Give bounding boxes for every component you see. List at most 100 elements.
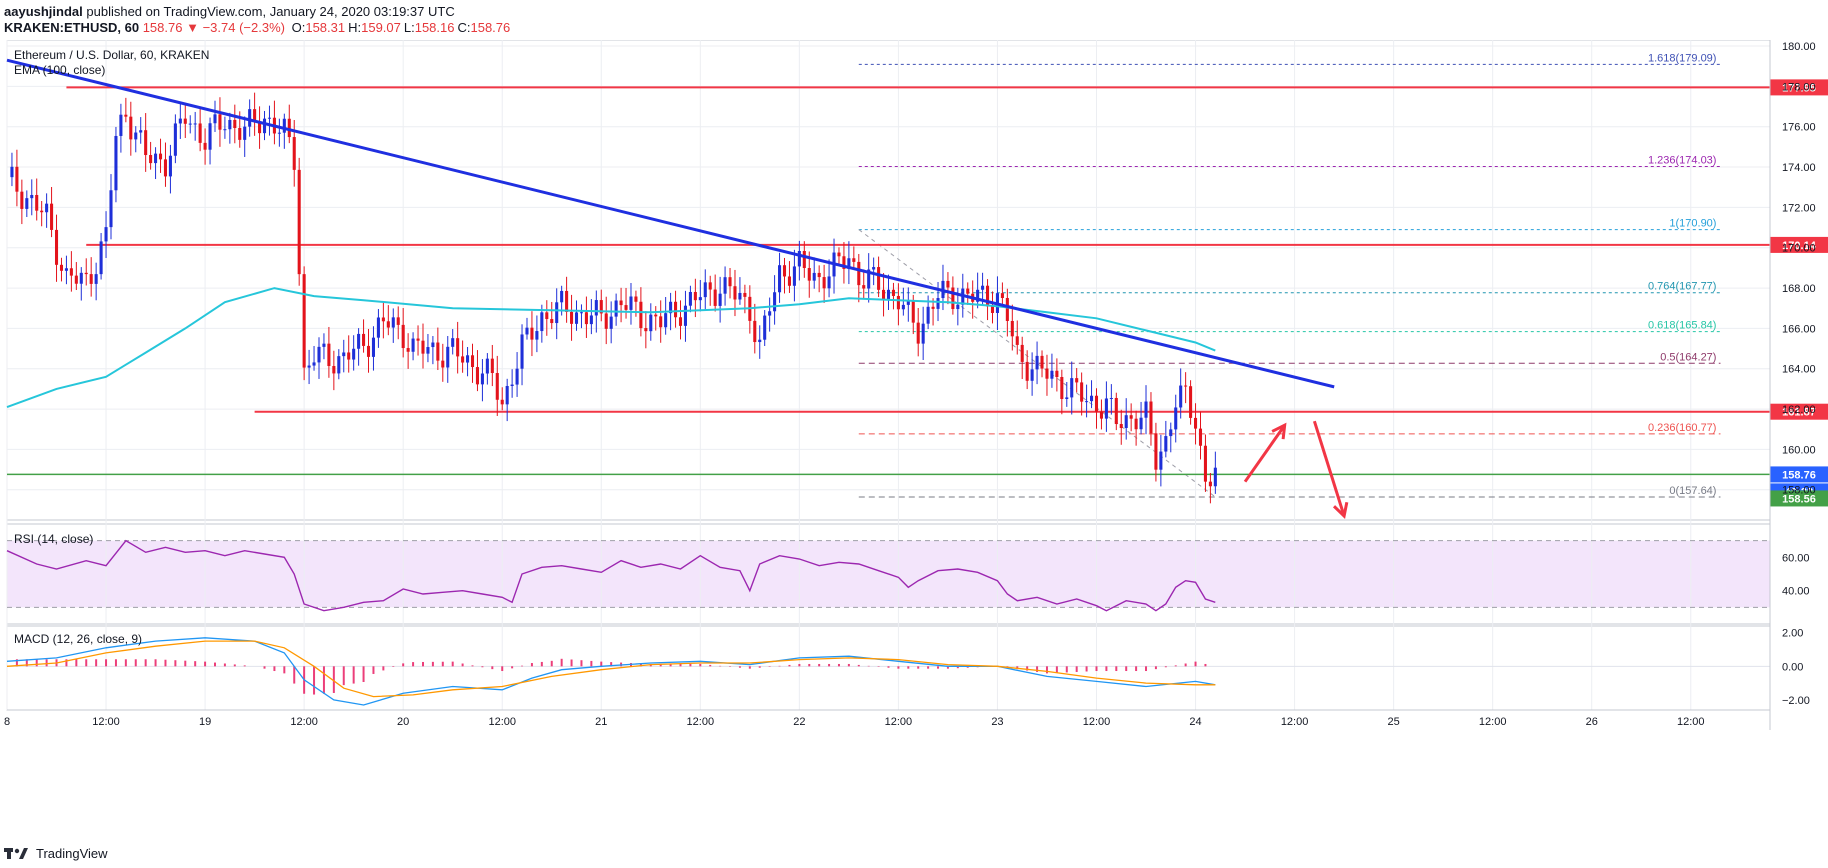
candle-body <box>505 385 509 405</box>
candle-body <box>891 289 895 296</box>
candle-body <box>208 123 212 150</box>
candle-body <box>1164 436 1168 452</box>
candle-body <box>916 322 920 344</box>
candle-body <box>896 295 900 310</box>
macd-signal-line <box>6 640 1216 698</box>
candle-body <box>550 319 554 324</box>
candle-body <box>847 258 851 269</box>
candle-body <box>1025 361 1029 381</box>
candle-body <box>30 194 34 199</box>
candle-body <box>723 277 727 294</box>
candle-body <box>84 272 88 275</box>
candle-body <box>1124 415 1128 428</box>
candle-body <box>639 301 643 329</box>
candle-body <box>104 227 108 242</box>
candle-body <box>698 297 702 301</box>
y-tick-label: 158.00 <box>1782 485 1816 497</box>
x-tick-label: 12:00 <box>92 716 120 728</box>
candle-body <box>817 272 821 278</box>
candle-body <box>342 352 346 357</box>
candle-body <box>763 315 767 340</box>
candle-body <box>792 266 796 286</box>
candle-body <box>990 306 995 313</box>
candle-body <box>946 280 950 288</box>
x-tick-label: 24 <box>1189 716 1201 728</box>
candle-body <box>1208 481 1212 487</box>
candle-body <box>149 155 153 164</box>
ema-100-line <box>6 287 1216 409</box>
candle-body <box>154 153 158 164</box>
candle-body <box>401 324 405 349</box>
candle-body <box>470 355 475 368</box>
candle-body <box>852 258 856 262</box>
x-tick-label: 21 <box>595 716 607 728</box>
candle-body <box>168 155 172 177</box>
candle-body <box>25 198 29 209</box>
current-price-label: 158.76 <box>1782 469 1816 481</box>
candle-body <box>228 119 232 130</box>
candle-body <box>114 135 118 191</box>
candle-body <box>54 229 59 265</box>
candle-body <box>332 366 336 374</box>
candle-body <box>594 300 598 316</box>
chart-title: Ethereum / U.S. Dollar, 60, KRAKEN <box>14 48 209 62</box>
candle-body <box>981 285 985 290</box>
candle-body <box>822 277 826 289</box>
candle-body <box>1179 385 1183 408</box>
candle-body <box>565 290 569 312</box>
candle-body <box>277 132 281 134</box>
candle-body <box>1203 445 1207 482</box>
candle-body <box>223 129 227 131</box>
candle-body <box>659 316 663 328</box>
candle-body <box>64 268 68 271</box>
fib-level-label: 1.236(174.03) <box>1648 154 1717 166</box>
candle-body <box>619 300 623 306</box>
ema-label: EMA (100, close) <box>14 63 105 77</box>
ohlc-value: 158.16 <box>414 20 455 35</box>
x-tick-label: 12:00 <box>885 716 913 728</box>
tradingview-footer[interactable]: TradingView <box>4 842 108 864</box>
candle-body <box>872 267 876 270</box>
ohlc-key: O: <box>291 20 306 35</box>
candle-body <box>1090 395 1094 402</box>
published-text: published on TradingView.com, January 24… <box>86 4 455 19</box>
candle-body <box>188 123 192 125</box>
candle-body <box>1040 355 1044 369</box>
ohlc-key: H: <box>348 20 362 35</box>
candle-body <box>1065 397 1069 399</box>
publish-line: aayushjindal published on TradingView.co… <box>4 4 455 19</box>
y-tick-label: 166.00 <box>1782 323 1816 335</box>
candle-body <box>79 272 83 284</box>
x-tick-label: 12:00 <box>687 716 715 728</box>
author-name[interactable]: aayushjindal <box>4 4 83 19</box>
candle-body <box>708 282 712 290</box>
candle-body <box>713 289 717 306</box>
brand-name: TradingView <box>36 845 108 861</box>
candle-body <box>1129 415 1133 419</box>
candle-body <box>243 126 247 140</box>
candle-body <box>99 241 103 275</box>
candle-body <box>797 251 801 267</box>
candle-body <box>882 289 886 300</box>
candle-body <box>921 323 925 344</box>
candle-body <box>337 356 341 374</box>
candle-body <box>1109 397 1113 399</box>
candle-body <box>649 314 653 332</box>
candle-body <box>198 123 202 143</box>
candle-body <box>381 317 385 322</box>
candle-body <box>1070 378 1074 398</box>
candle-body <box>1030 369 1034 381</box>
x-tick-label: 12:00 <box>488 716 516 728</box>
macd-label: MACD (12, 26, close, 9) <box>14 632 142 646</box>
candle-body <box>69 268 73 276</box>
chart-area[interactable]: 1.618(179.09) 1.236(174.03) 1(170.90) 0.764… <box>0 40 1828 840</box>
forecast-arrow <box>1312 420 1346 517</box>
y-tick-label: 178.00 <box>1782 81 1816 93</box>
candle-body <box>807 268 811 281</box>
candle-body <box>178 118 182 124</box>
symbol-label: KRAKEN:ETHUSD, 60 <box>4 20 140 35</box>
candle-body <box>158 153 163 160</box>
candle-body <box>490 358 494 374</box>
y-tick-label: 164.00 <box>1782 364 1816 376</box>
candle-body <box>703 282 707 298</box>
